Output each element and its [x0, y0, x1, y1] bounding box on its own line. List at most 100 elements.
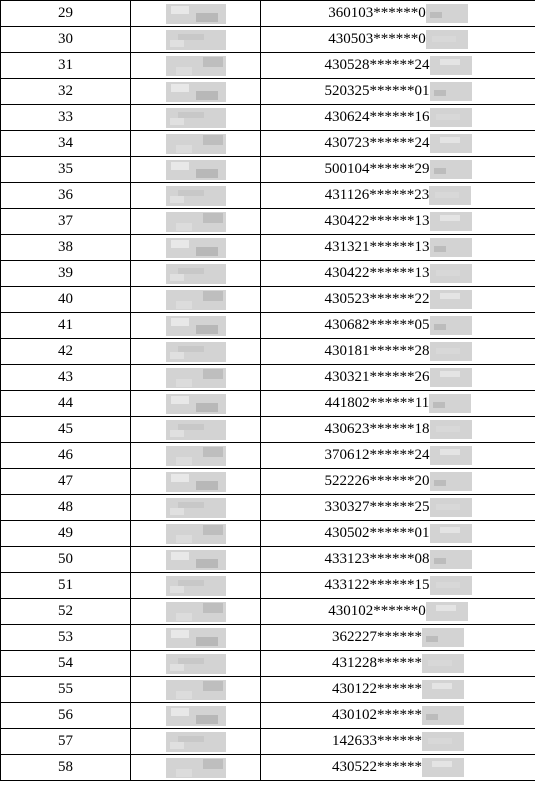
name-cell [131, 79, 261, 105]
id-prefix-text: 430422******13 [325, 213, 430, 230]
index-cell: 33 [1, 105, 131, 131]
censor-block [426, 30, 468, 49]
id-prefix-text: 433122******15 [325, 577, 430, 594]
id-cell: 430723******24 [261, 131, 535, 157]
id-cell: 430682******05 [261, 313, 535, 339]
id-cell: 360103******0 [261, 1, 535, 27]
id-prefix-text: 431126******23 [325, 187, 429, 204]
table-row: 52 430102******0 [1, 599, 535, 625]
name-cell [131, 131, 261, 157]
censor-block [166, 654, 226, 674]
table-row: 40 430523******22 [1, 287, 535, 313]
index-cell: 40 [1, 287, 131, 313]
censor-block [166, 108, 226, 128]
censor-block [166, 30, 226, 50]
id-cell: 430422******13 [261, 261, 535, 287]
id-prefix-text: 430623******18 [325, 421, 430, 438]
name-cell [131, 573, 261, 599]
censor-block [166, 420, 226, 440]
censor-block [430, 576, 472, 595]
censor-block [429, 394, 471, 413]
table-row: 58 430522****** [1, 755, 535, 781]
id-prefix-text: 520325******01 [325, 83, 430, 100]
name-cell [131, 183, 261, 209]
index-cell: 50 [1, 547, 131, 573]
name-cell [131, 53, 261, 79]
censor-block [429, 186, 471, 205]
table-row: 41 430682******05 [1, 313, 535, 339]
name-cell [131, 287, 261, 313]
censor-block [166, 446, 226, 466]
index-cell: 52 [1, 599, 131, 625]
index-cell: 51 [1, 573, 131, 599]
id-cell: 430528******24 [261, 53, 535, 79]
censor-block [166, 524, 226, 544]
table-row: 53362227****** [1, 625, 535, 651]
table-row: 43430321******26 [1, 365, 535, 391]
id-prefix-text: 430122****** [332, 681, 422, 698]
id-prefix-text: 360103******0 [328, 5, 426, 22]
table-row: 57142633****** [1, 729, 535, 755]
index-cell: 58 [1, 755, 131, 781]
censor-block [166, 498, 226, 518]
name-cell [131, 729, 261, 755]
censor-block [422, 654, 464, 673]
id-cell: 441802******11 [261, 391, 535, 417]
table-row: 42430181******28 [1, 339, 535, 365]
id-prefix-text: 430528******24 [325, 57, 430, 74]
censor-block [430, 108, 472, 127]
id-cell: 430102****** [261, 703, 535, 729]
table-row: 35500104******29 [1, 157, 535, 183]
censor-block [430, 550, 472, 569]
name-cell [131, 599, 261, 625]
id-cell: 430321******26 [261, 365, 535, 391]
name-cell [131, 365, 261, 391]
name-cell [131, 755, 261, 781]
censor-block [430, 472, 472, 491]
name-cell [131, 495, 261, 521]
id-prefix-text: 430523******22 [325, 291, 430, 308]
name-cell [131, 703, 261, 729]
name-cell [131, 625, 261, 651]
censor-block [430, 498, 472, 517]
id-cell: 430122****** [261, 677, 535, 703]
censor-block [166, 316, 226, 336]
name-cell [131, 521, 261, 547]
table-row: 31430528******24 [1, 53, 535, 79]
id-cell: 430624******16 [261, 105, 535, 131]
name-cell [131, 547, 261, 573]
id-cell: 430522****** [261, 755, 535, 781]
table-row: 29360103******0 [1, 1, 535, 27]
id-cell: 430623******18 [261, 417, 535, 443]
censor-block [166, 368, 226, 388]
name-cell [131, 391, 261, 417]
censor-block [430, 524, 472, 543]
censor-block [166, 472, 226, 492]
censor-block [430, 446, 472, 465]
name-cell [131, 209, 261, 235]
id-cell: 431321******13 [261, 235, 535, 261]
id-prefix-text: 430522****** [332, 759, 422, 776]
id-prefix-text: 430102****** [332, 707, 422, 724]
table-row: 39430422******13 [1, 261, 535, 287]
id-cell: 142633****** [261, 729, 535, 755]
censor-block [422, 680, 464, 699]
index-cell: 41 [1, 313, 131, 339]
id-prefix-text: 430682******05 [325, 317, 430, 334]
id-cell: 370612******24 [261, 443, 535, 469]
index-cell: 35 [1, 157, 131, 183]
censor-block [166, 290, 226, 310]
id-prefix-text: 430723******24 [325, 135, 430, 152]
index-cell: 32 [1, 79, 131, 105]
name-cell [131, 313, 261, 339]
id-cell: 430181******28 [261, 339, 535, 365]
censor-block [422, 758, 464, 777]
name-cell [131, 1, 261, 27]
id-prefix-text: 430422******13 [325, 265, 430, 282]
id-prefix-text: 430502******01 [325, 525, 430, 542]
censor-block [430, 368, 472, 387]
table-row: 46370612******24 [1, 443, 535, 469]
id-prefix-text: 430102******0 [328, 603, 426, 620]
id-prefix-text: 431321******13 [325, 239, 430, 256]
name-cell [131, 157, 261, 183]
